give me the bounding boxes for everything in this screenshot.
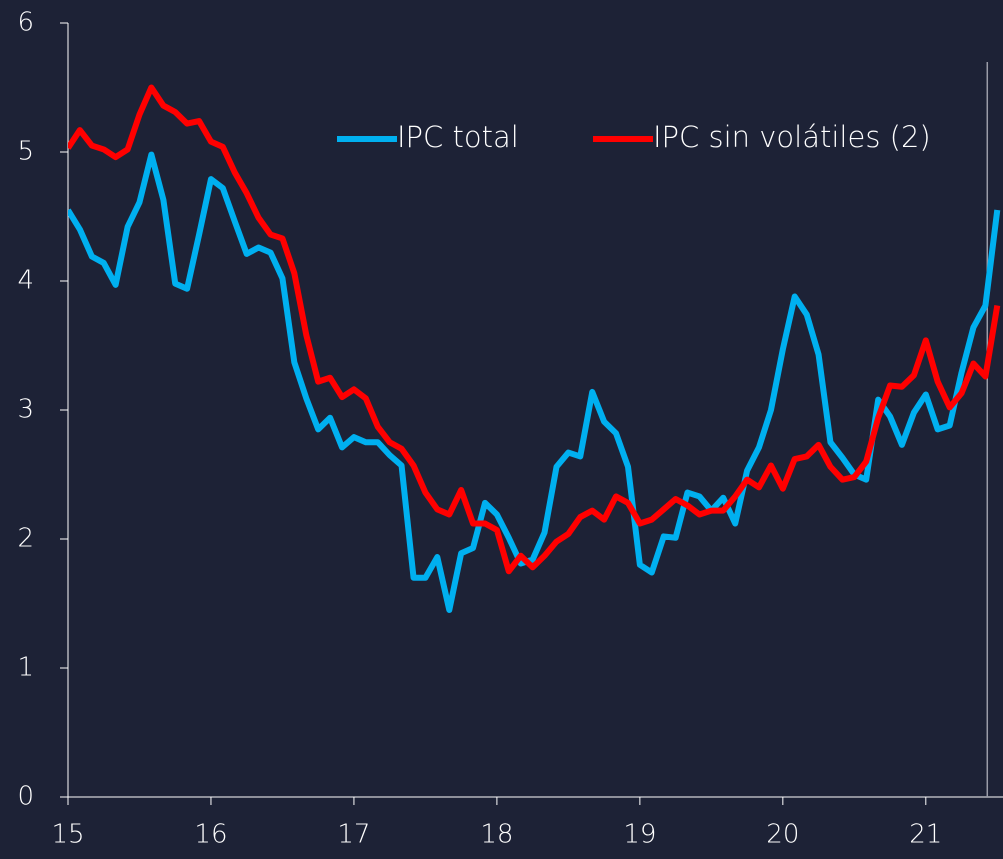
y-tick-label: 0 [17,782,34,812]
y-tick-label: 6 [17,8,34,38]
legend: IPC total IPC sin volátiles (2) [337,120,931,154]
y-tick-label: 3 [17,395,34,425]
x-tick-label: 15 [51,820,84,850]
y-tick-label: 5 [17,137,34,167]
x-tick-label: 19 [623,820,656,850]
x-tick-label: 16 [194,820,227,850]
series-line [68,151,1001,613]
y-tick-label: 2 [17,524,34,554]
y-tick-label: 1 [17,653,34,683]
legend-label: IPC sin volátiles (2) [653,120,931,154]
x-tick-label: 21 [909,820,942,850]
y-tick-label: 4 [17,266,34,296]
x-tick-label: 17 [337,820,370,850]
series-line [68,84,1001,575]
x-tick-label: 18 [480,820,513,850]
x-tick-label: 20 [766,820,799,850]
legend-label: IPC total [397,120,519,154]
